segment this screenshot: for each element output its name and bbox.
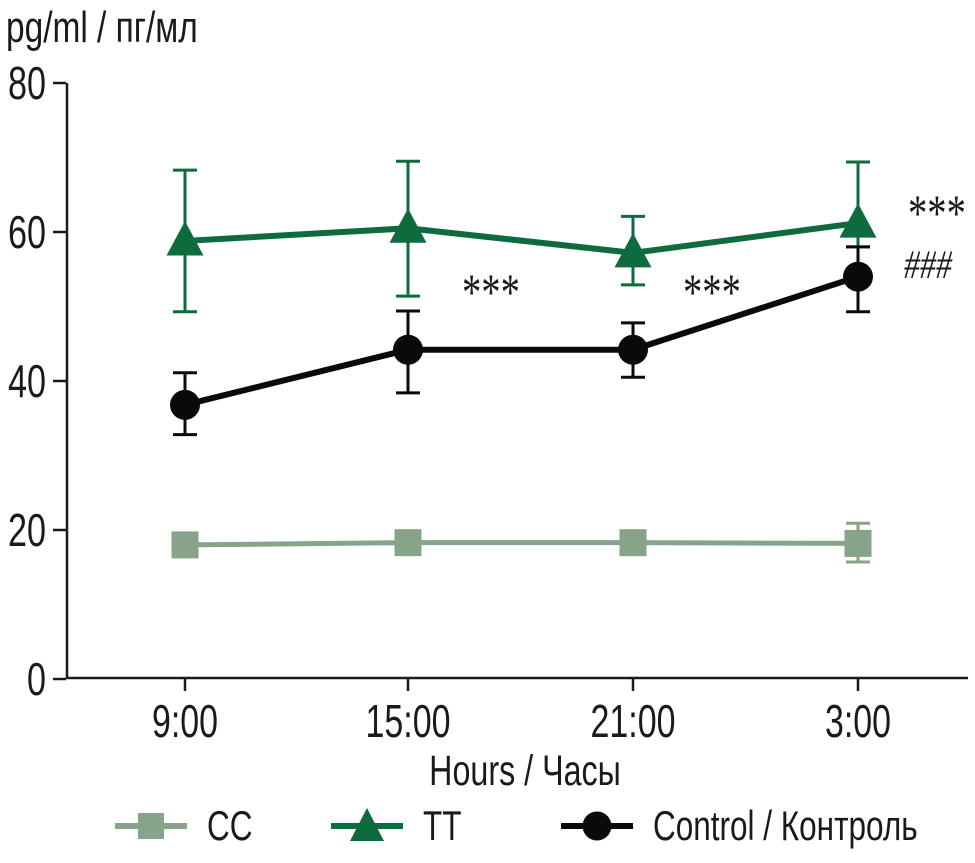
legend-label-tt: TT bbox=[423, 802, 462, 849]
x-tick-label: 9:00 bbox=[152, 695, 218, 747]
legend-item-control: Control / Контроль bbox=[559, 800, 975, 852]
circle-marker bbox=[170, 389, 200, 420]
square-marker bbox=[171, 531, 199, 559]
triangle-marker bbox=[839, 203, 877, 238]
x-tick-label: 21:00 bbox=[591, 695, 676, 747]
circle-marker bbox=[618, 334, 648, 365]
y-tick-label: 40 bbox=[8, 355, 46, 407]
significance-annotation: *** bbox=[683, 264, 741, 321]
square-marker bbox=[394, 529, 422, 557]
axes bbox=[53, 81, 968, 691]
circle-marker bbox=[843, 261, 873, 292]
square-marker bbox=[844, 529, 872, 557]
triangle-marker bbox=[614, 233, 652, 268]
series-line bbox=[184, 540, 859, 548]
tick-labels: 0 20 40 60 80 9:00 15:00 21:00 3:00 bbox=[8, 57, 891, 747]
legend-item-cc: CC bbox=[113, 800, 268, 852]
y-tick-label: 20 bbox=[8, 504, 46, 556]
tt-triangle-marker-icon bbox=[331, 808, 403, 841]
triangle-marker bbox=[166, 221, 204, 256]
control-circle-marker-icon bbox=[561, 811, 633, 841]
cc-square-marker-icon bbox=[115, 813, 187, 839]
legend-label-cc: CC bbox=[207, 802, 253, 849]
significance-annotations: *** ******### bbox=[462, 186, 966, 322]
significance-annotation: ### bbox=[904, 242, 953, 287]
y-axis-title: pg/ml / пг/мл bbox=[6, 3, 198, 52]
x-axis-title: Hours / Часы bbox=[429, 747, 621, 795]
legend: CC TT Control / Контроль bbox=[0, 798, 975, 858]
y-tick-label: 0 bbox=[27, 653, 46, 705]
y-tick-label: 80 bbox=[8, 57, 46, 109]
series-tt bbox=[166, 159, 877, 314]
triangle-marker bbox=[389, 208, 427, 243]
legend-item-tt: TT bbox=[329, 800, 474, 852]
square-marker bbox=[619, 529, 647, 557]
series-line bbox=[184, 220, 859, 256]
x-tick-label: 3:00 bbox=[825, 695, 891, 747]
circle-marker bbox=[393, 334, 423, 365]
significance-annotation: *** bbox=[462, 264, 520, 321]
series-line bbox=[184, 273, 859, 408]
series-control bbox=[170, 245, 873, 437]
x-tick-label: 15:00 bbox=[366, 695, 451, 747]
error-bars bbox=[173, 245, 870, 437]
y-tick-label: 60 bbox=[8, 206, 46, 258]
series-cc bbox=[171, 521, 872, 564]
significance-annotation: *** bbox=[908, 186, 966, 243]
legend-label-control: Control / Контроль bbox=[653, 802, 918, 849]
